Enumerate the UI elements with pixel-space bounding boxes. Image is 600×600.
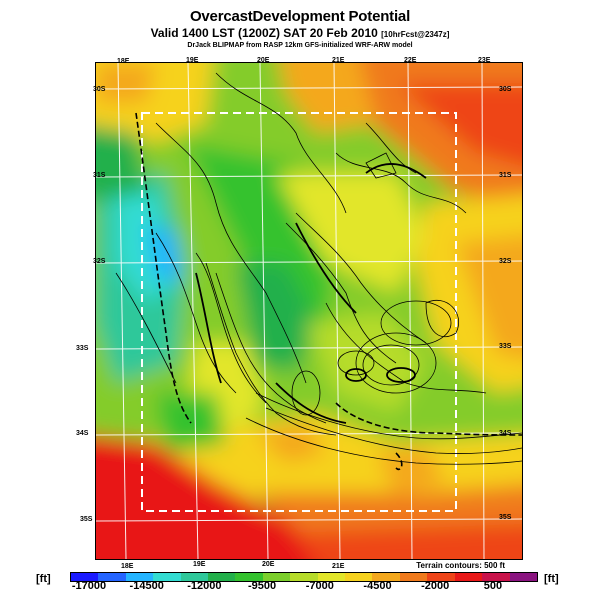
forecast-note: [10hrFcst@2347z]: [381, 30, 450, 39]
colorbar-swatch: [71, 573, 99, 581]
colorbar-swatch: [98, 573, 126, 581]
lat-right-33s: 33S: [499, 343, 512, 350]
colorbar-swatch: [482, 573, 510, 581]
colorbar-unit-left: [ft]: [36, 573, 51, 585]
lat-right-35s: 35S: [499, 514, 512, 521]
colorbar-swatch: [427, 573, 455, 581]
colorbar-swatch: [509, 573, 537, 581]
colorbar-swatch: [372, 573, 400, 581]
lat-right-34s: 34S: [499, 430, 512, 437]
lon-bottom-18e: 18E: [121, 563, 134, 570]
lat-right-31s: 31S: [499, 172, 512, 179]
lon-top-20e: 20E: [257, 57, 270, 64]
lon-top-23e: 23E: [478, 57, 491, 64]
colorbar-swatch: [317, 573, 346, 581]
colorbar-swatch: [262, 573, 291, 581]
colorbar-label: -2000: [421, 580, 450, 592]
map-title: OvercastDevelopment Potential: [189, 8, 411, 25]
lon-top-21e: 21E: [332, 57, 345, 64]
terrain-contour-note: Terrain contours: 500 ft: [416, 561, 505, 570]
colorbar-swatch: [235, 573, 263, 581]
colorbar-label: -12000: [187, 580, 222, 592]
lat-left-33s: 33S: [76, 345, 89, 352]
lat-left-32s: 32S: [93, 258, 106, 265]
colorbar-swatch: [345, 573, 373, 581]
colorbar-swatch: [454, 573, 483, 581]
colorbar-label: -14500: [129, 580, 164, 592]
terrain-contours: [115, 72, 522, 465]
map-subtitle: Valid 1400 LST (1200Z) SAT 20 Feb 2010 […: [0, 26, 600, 40]
colorbar-swatch: [399, 573, 428, 581]
colorbar-swatch: [153, 573, 181, 581]
colorbar-swatch: [180, 573, 209, 581]
colorbar-label: 500: [483, 580, 503, 592]
lon-top-19e: 19E: [186, 57, 199, 64]
lon-bottom-20e: 20E: [262, 561, 275, 568]
model-credit: DrJack BLIPMAP from RASP 12km GFS-initia…: [187, 42, 413, 49]
lat-right-30s: 30S: [499, 86, 512, 93]
lat-left-31s: 31S: [93, 172, 106, 179]
colorbar-swatch: [125, 573, 154, 581]
colorbar-swatch: [208, 573, 236, 581]
colorbar: [70, 572, 538, 582]
bold-contours: [195, 163, 427, 424]
colorbar-swatch: [290, 573, 318, 581]
lat-left-34s: 34S: [76, 430, 89, 437]
lon-bottom-21e: 21E: [332, 563, 345, 570]
forecast-map: [95, 62, 523, 560]
lat-left-30s: 30S: [93, 86, 106, 93]
lon-bottom-19e: 19E: [193, 561, 206, 568]
colorbar-unit-right: [ft]: [544, 573, 559, 585]
lat-right-32s: 32S: [499, 258, 512, 265]
colorbar-label: -9500: [248, 580, 277, 592]
colorbar-label: -4500: [363, 580, 392, 592]
lat-left-35s: 35S: [80, 516, 93, 523]
valid-time: Valid 1400 LST (1200Z) SAT 20 Feb 2010: [150, 26, 378, 40]
zero-line: [135, 112, 522, 471]
color-field: [96, 63, 522, 559]
map-field: [96, 63, 522, 559]
lon-top-22e: 22E: [404, 57, 417, 64]
lon-top-18e: 18E: [117, 58, 130, 65]
colorbar-label: -7000: [305, 580, 334, 592]
colorbar-label: -17000: [71, 580, 107, 592]
